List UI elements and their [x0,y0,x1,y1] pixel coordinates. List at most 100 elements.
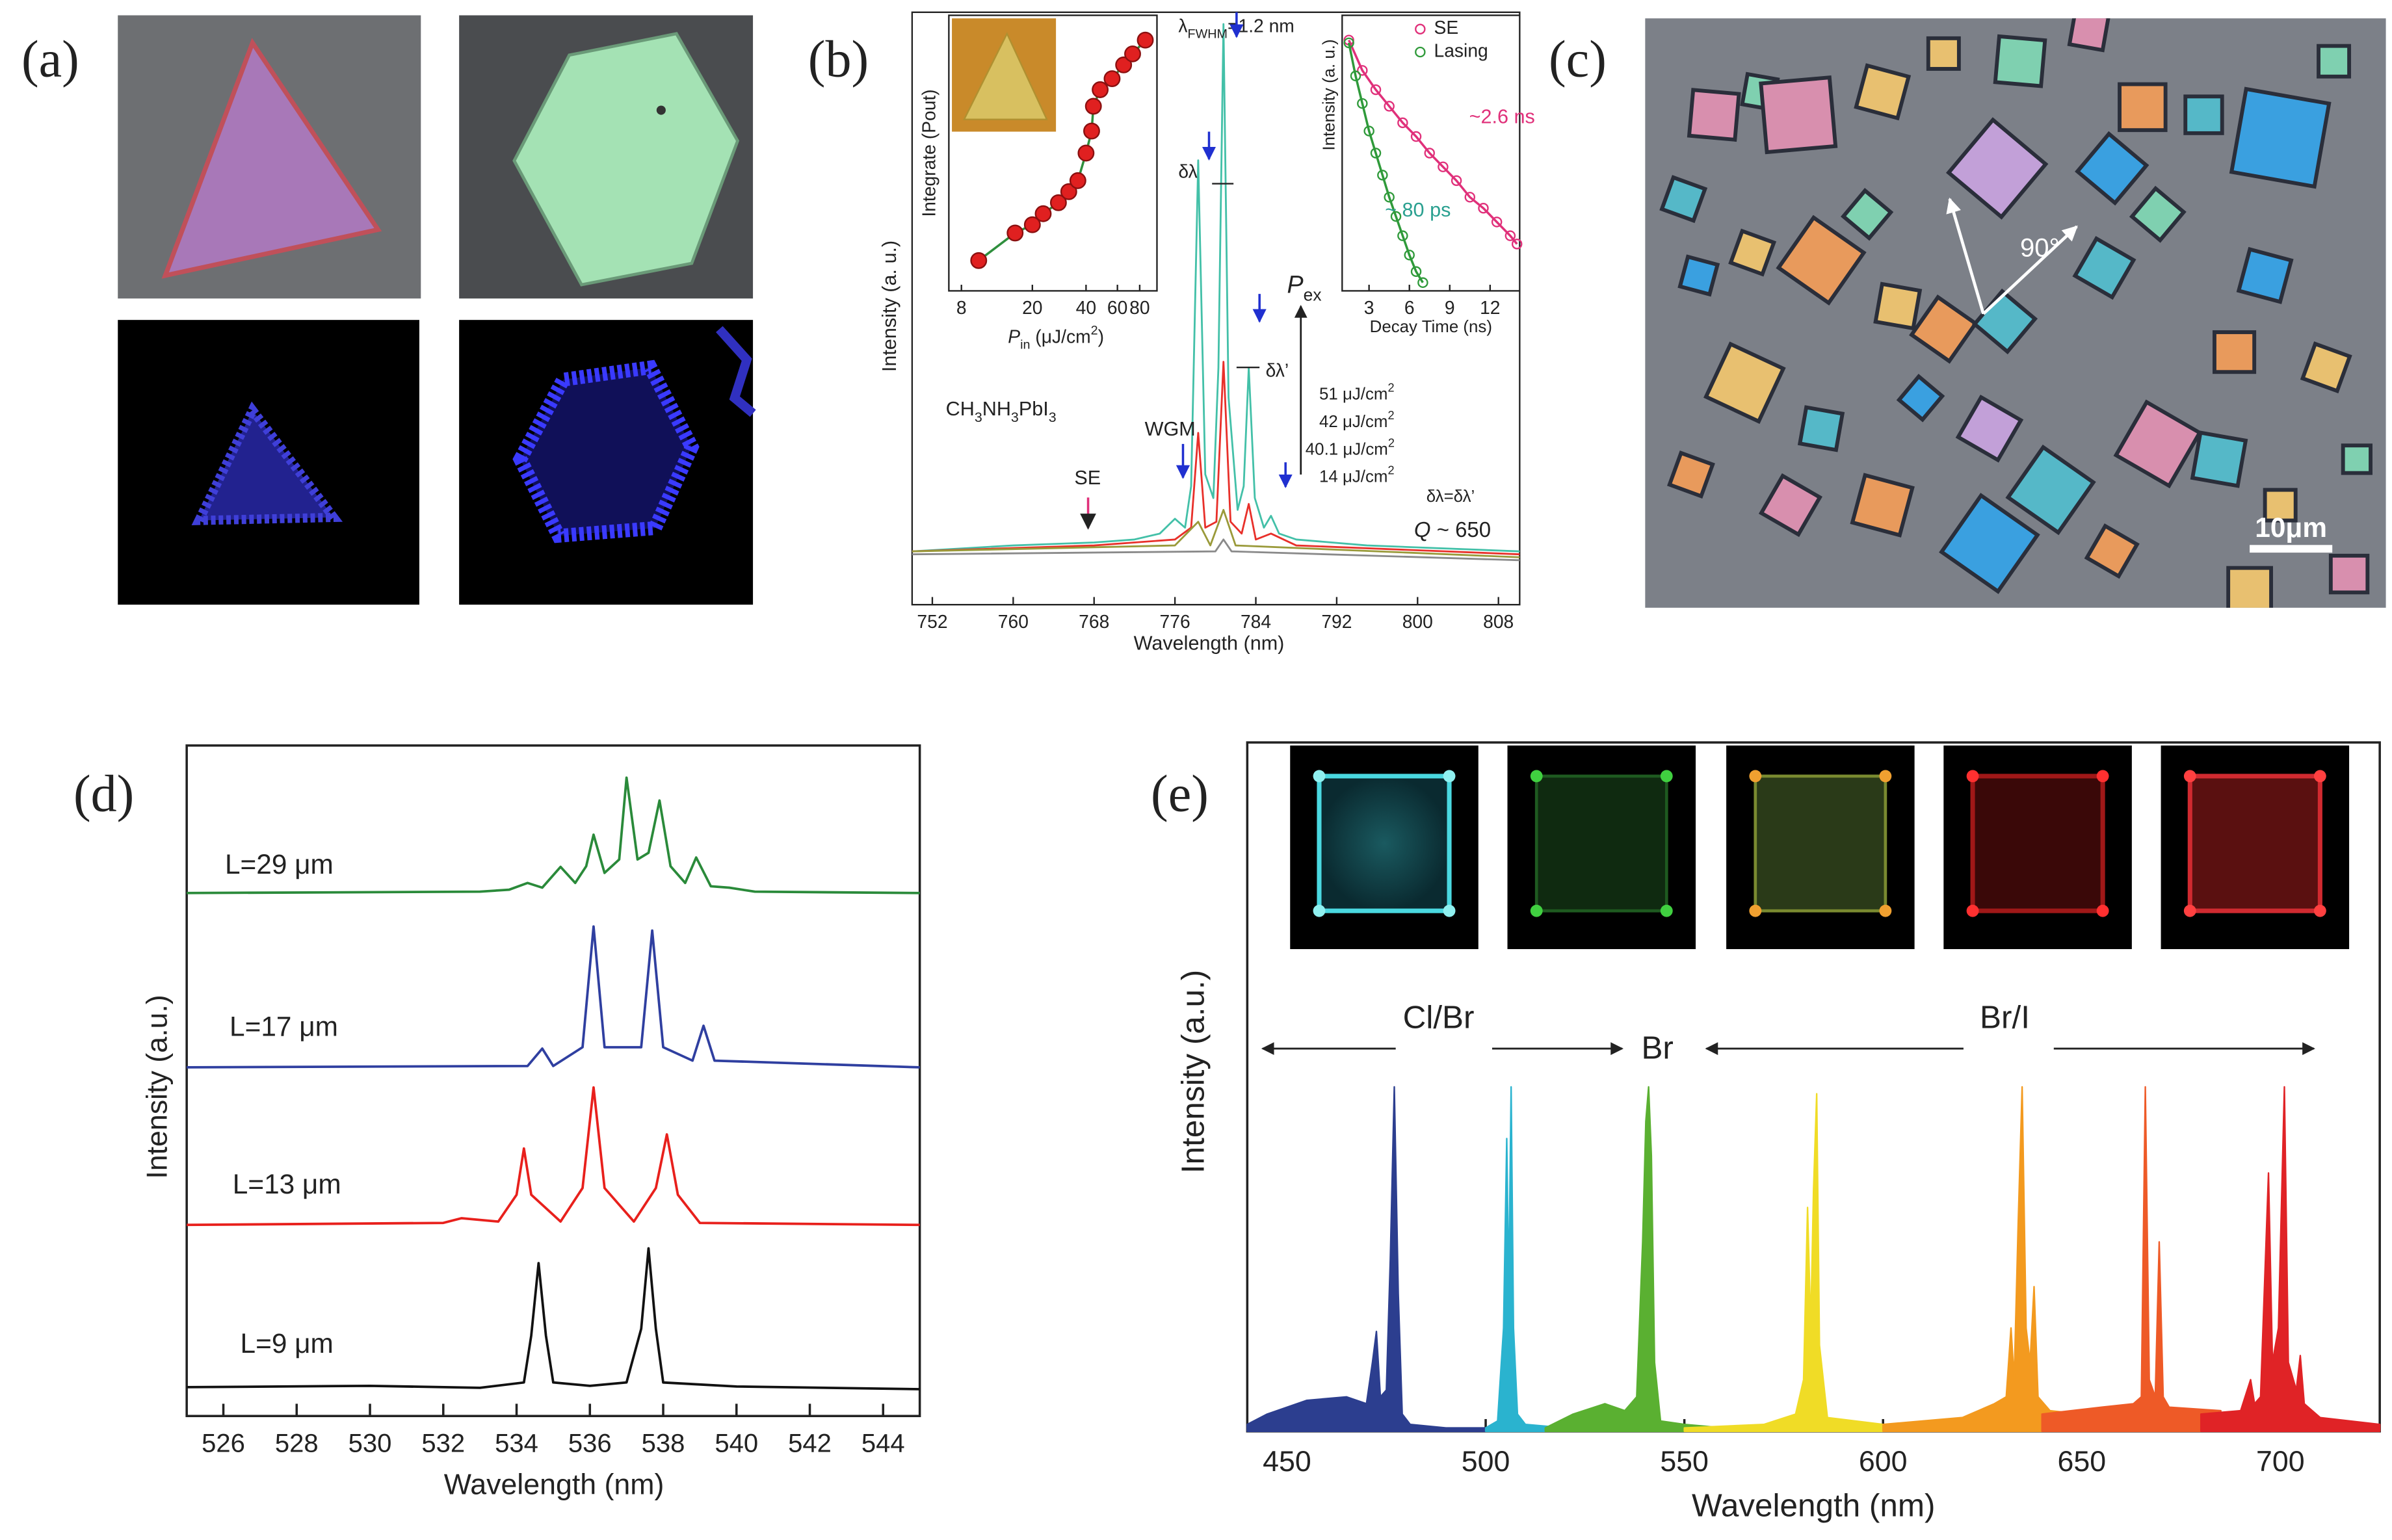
x-axis-label: Decay Time (ns) [1370,318,1492,336]
x-tick-label: 536 [568,1429,612,1458]
legend-marker [1415,46,1426,58]
annotation: 14 μJ/cm2 [1319,463,1395,486]
x-tick-label: 526 [202,1429,245,1458]
microplate [1687,88,1741,142]
data-point [1363,125,1374,137]
text-part: ex [1304,285,1322,304]
microplate [2113,399,2203,489]
microplate [1939,493,2040,594]
data-point [1397,230,1408,241]
spectrum-line [912,538,1520,562]
data-point [1350,70,1361,82]
text-part: 2 [1387,463,1394,476]
panel-label: (b) [808,31,869,88]
y-axis-label: Intensity (a.u.) [1175,970,1211,1173]
microplate [2084,523,2140,579]
x-tick-label: 808 [1483,611,1514,632]
x-tick-label: 3 [1364,297,1374,318]
x-tick-label: 600 [1859,1446,1908,1478]
panel-label: (e) [1151,766,1209,823]
spectrum-line [187,1247,920,1390]
triangle-emission [191,401,343,525]
panel-label: (d) [73,766,134,823]
microplate [2213,330,2257,374]
text-part: FWHM [1188,27,1228,42]
data-point [1060,183,1077,200]
data-point [1006,224,1024,242]
data-point [1137,31,1154,49]
x-tick-label: 760 [998,611,1029,632]
microplate [1955,395,2024,463]
data-point [1357,65,1368,76]
x-tick-label: 542 [788,1429,832,1458]
text-part: in [1020,338,1030,352]
microplate [2118,82,2168,133]
annotation: ~2.6 ns [1469,105,1535,127]
data-point [1384,101,1395,112]
microplate [1854,63,1912,121]
data-point [1424,148,1435,159]
data-point [1478,203,1489,214]
microplate [1758,473,1822,538]
data-point [1511,239,1523,250]
x-axis-label: Wavelength (nm) [444,1468,664,1500]
data-point [1069,172,1086,189]
corner-spot [1313,770,1326,783]
photos [118,15,2386,608]
x-tick-label: 538 [642,1429,685,1458]
spectrum-line [187,925,920,1069]
emission-square [1534,774,1668,913]
angle-arrow [1982,225,2078,315]
legend-label: Lasing [1434,40,1488,61]
x-tick-label: 40 [1076,297,1096,318]
spectrum-line [912,508,1520,558]
microplate [2190,430,2248,488]
y-axis-label: Intensity (a. u.) [878,241,900,372]
x-tick-label: 500 [1462,1446,1510,1478]
text-part: 51 μJ/cm [1319,385,1387,403]
corner-spot [1530,904,1543,917]
triangle-crystal [161,38,382,279]
corner-spots [1313,770,2326,917]
emission-square [1317,774,1452,913]
data-point [1491,216,1503,228]
microplate [1896,373,1945,423]
x-tick-label: 800 [1402,611,1433,632]
text-part: 2 [1091,324,1098,338]
emission-square [1754,774,1887,913]
annotation: Pex [1287,270,1322,304]
y-axis-label: Intensity (a.u.) [142,995,174,1179]
hexagon-emission [512,359,700,543]
annotation: Br/I [1980,999,2030,1035]
x-axis-label: Wavelength (nm) [1134,632,1285,654]
x-tick-label: 768 [1079,611,1109,632]
spectrum-line [187,776,920,894]
data-point [1464,192,1476,203]
x-tick-label: 6 [1404,297,1415,318]
emission-square [2187,774,2322,913]
text-part: 3 [1049,410,1057,425]
microplates [1659,18,2372,608]
microplate [1728,228,1777,277]
plot-frame [185,744,921,1418]
spectrum-area [2200,1086,2381,1432]
microplate [1776,215,1867,306]
annotation: CH3NH3PbI3 [946,398,1057,425]
text-part: ~ 650 [1431,517,1492,542]
overlays: 90° 10μm (a) (b) (c) (d) (e) [21,12,2350,1055]
scale-bar-label: 10μm [2255,512,2327,543]
data-point [1023,216,1041,233]
data-point [1124,45,1141,62]
data-point [1451,175,1462,187]
corner-spot [1749,904,1762,917]
data-point [1370,148,1382,159]
microplate [2129,185,2187,243]
x-tick-label: 9 [1445,297,1455,318]
text-part: 42 μJ/cm [1319,413,1387,431]
text-part: 2 [1387,381,1394,394]
data-point [1083,122,1100,140]
data-point [1103,70,1121,87]
annotation: SE [1074,467,1101,489]
